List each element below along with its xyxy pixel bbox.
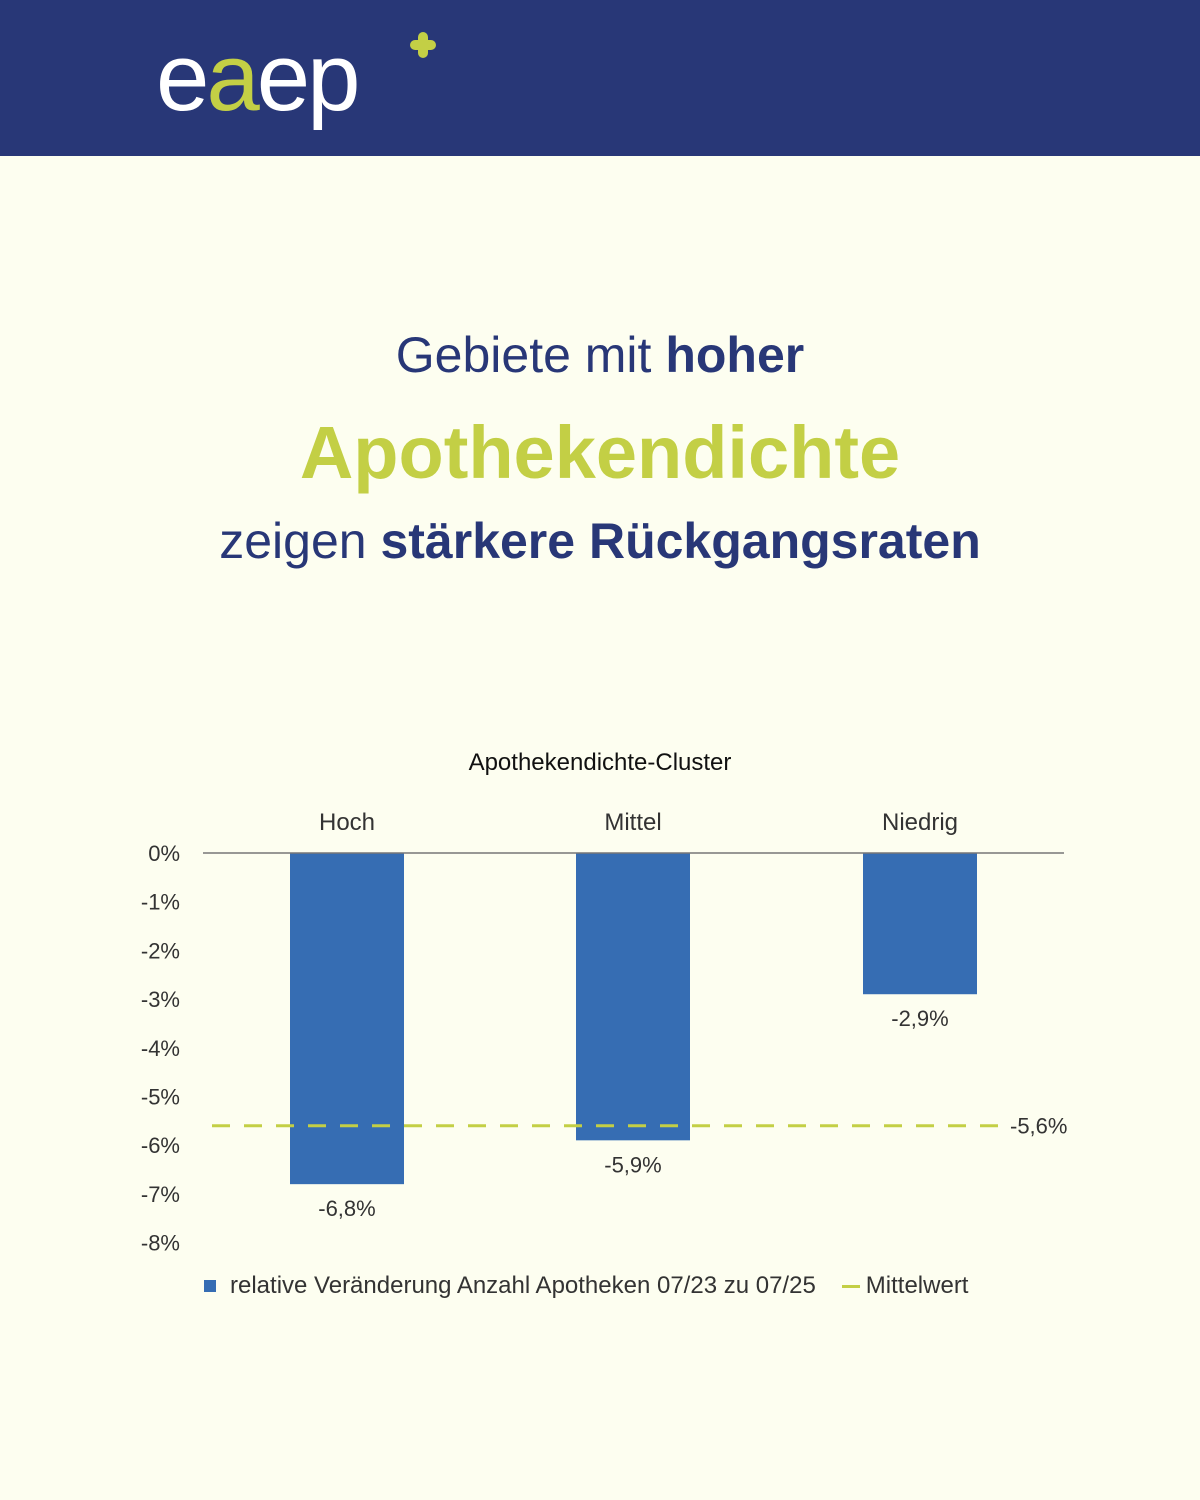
headline-line-3: zeigen stärkere Rückgangsraten bbox=[0, 512, 1200, 570]
bar bbox=[290, 853, 404, 1185]
headline-line-3-normal: zeigen bbox=[219, 513, 381, 569]
bar-value-label: -2,9% bbox=[891, 1006, 948, 1031]
bar-value-label: -6,8% bbox=[318, 1196, 375, 1221]
y-tick-label: -2% bbox=[141, 938, 180, 963]
y-tick-label: -4% bbox=[141, 1036, 180, 1061]
headline-line-3-bold: stärkere Rückgangsraten bbox=[380, 513, 981, 569]
headline-line-1-bold: hoher bbox=[665, 327, 805, 383]
chart-legend: relative Veränderung Anzahl Apotheken 07… bbox=[204, 1271, 968, 1301]
y-tick-label: -5% bbox=[141, 1085, 180, 1110]
legend-mean-label: Mittelwert bbox=[865, 1272, 969, 1299]
y-tick-label: -3% bbox=[141, 987, 180, 1012]
chart-title: Apothekendichte-Cluster bbox=[468, 749, 732, 776]
header-bar: eaep bbox=[0, 0, 1200, 156]
y-tick-label: -1% bbox=[141, 890, 180, 915]
legend-mean-swatch bbox=[841, 1284, 860, 1288]
legend-series-label: relative Veränderung Anzahl Apotheken 07… bbox=[230, 1272, 816, 1299]
headline-line-2: Apothekendichte bbox=[299, 411, 901, 494]
x-category-label: Mittel bbox=[604, 809, 661, 836]
brand-logo: eaep bbox=[156, 18, 361, 138]
bar-value-label: -5,9% bbox=[604, 1152, 661, 1177]
logo-text-part2: ep bbox=[256, 24, 361, 131]
bar bbox=[863, 853, 977, 995]
y-tick-label: -6% bbox=[141, 1133, 180, 1158]
y-tick-label: -8% bbox=[141, 1231, 180, 1256]
mean-reference-label: -5,6% bbox=[1010, 1114, 1067, 1139]
y-tick-label: 0% bbox=[148, 841, 180, 866]
logo-text-part1: e bbox=[156, 24, 209, 131]
x-category-label: Hoch bbox=[319, 809, 375, 836]
bar bbox=[576, 853, 690, 1141]
y-tick-label: -7% bbox=[141, 1182, 180, 1207]
x-category-label: Niedrig bbox=[882, 809, 958, 836]
headline-line-1: Gebiete mit hoher bbox=[0, 326, 1200, 384]
logo-text-accent: a bbox=[206, 24, 259, 131]
headline-line-1-normal: Gebiete mit bbox=[395, 327, 666, 383]
legend-series-swatch bbox=[204, 1280, 216, 1292]
logo-plus-icon bbox=[410, 32, 436, 58]
